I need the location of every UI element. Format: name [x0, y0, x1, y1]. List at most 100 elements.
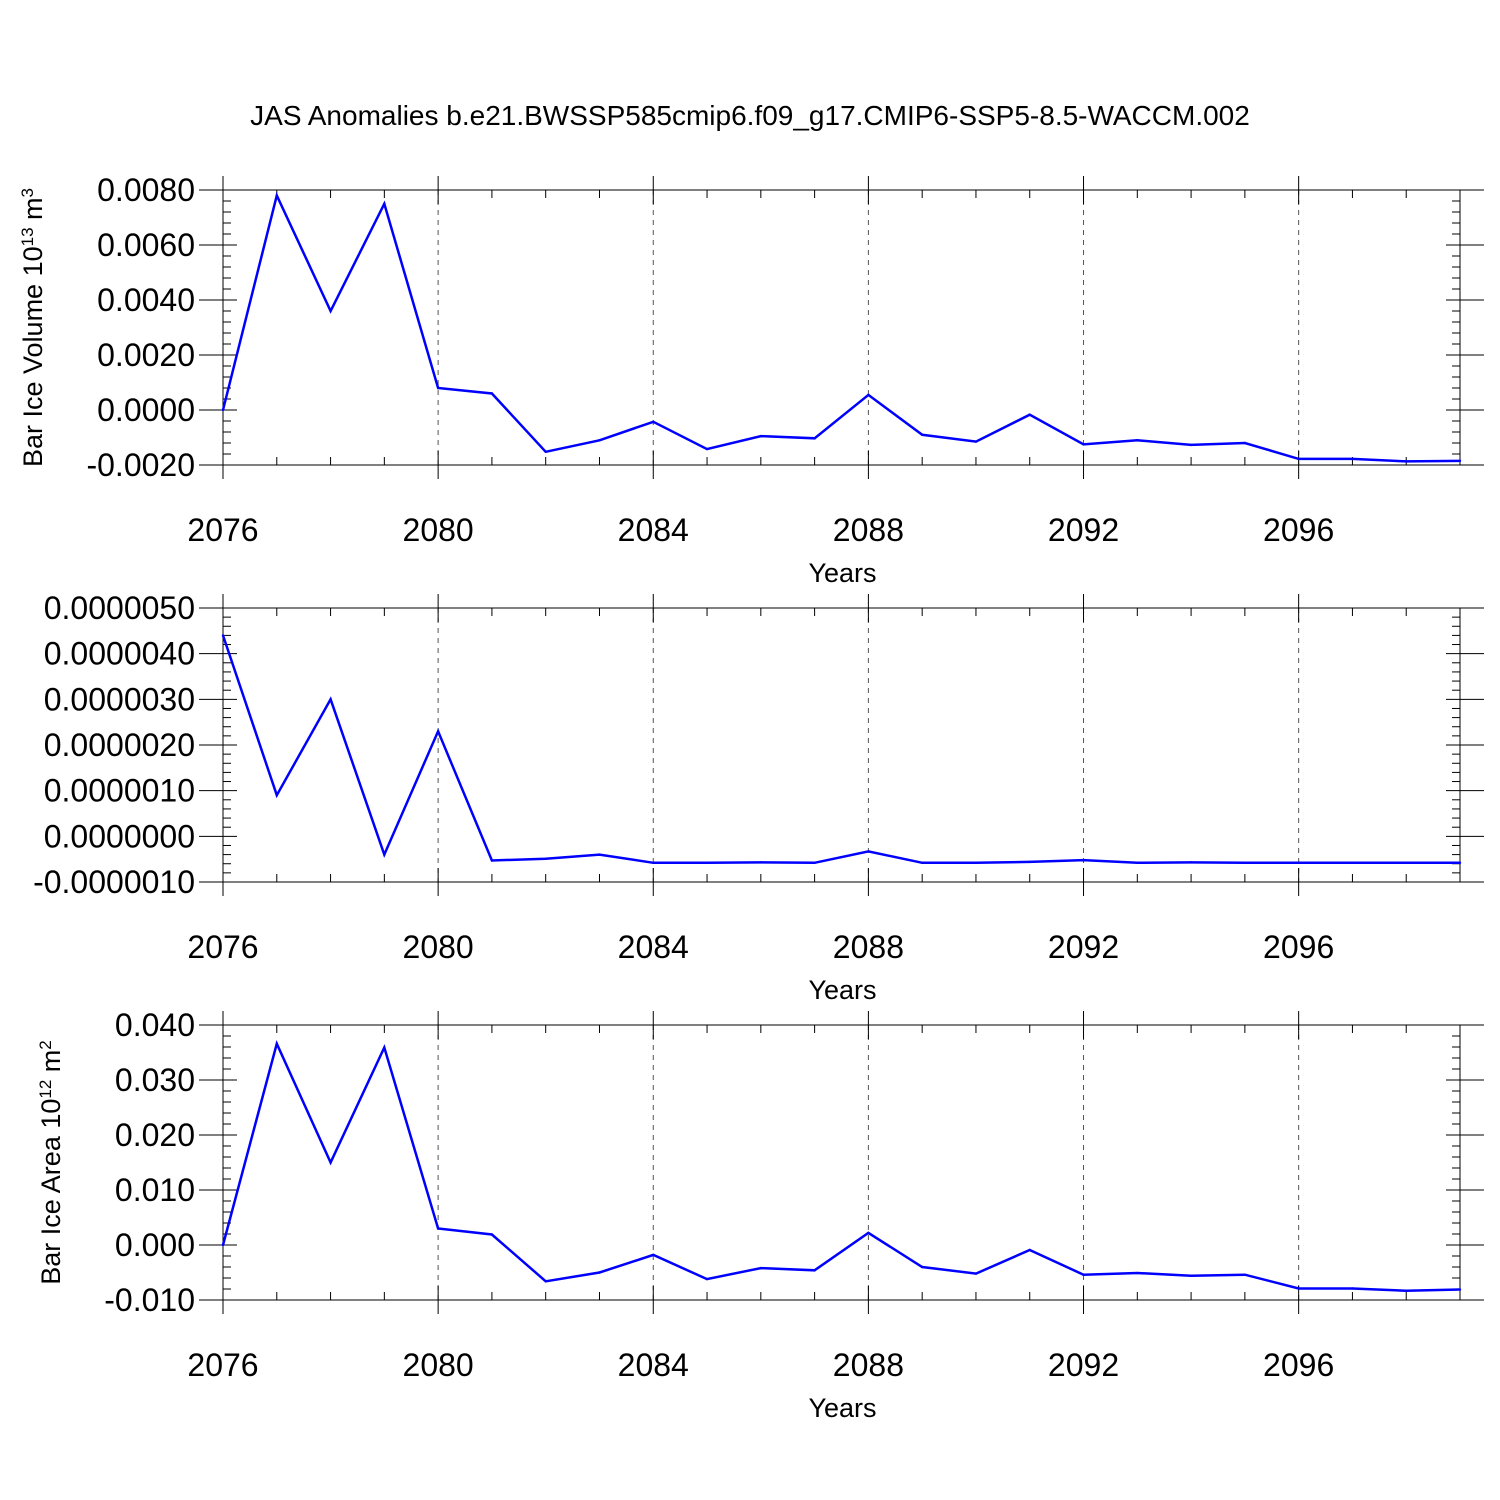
data-point	[383, 202, 386, 205]
x-tick-label: 2084	[618, 512, 689, 548]
x-tick-label: 2084	[618, 929, 689, 965]
data-point	[490, 859, 494, 862]
y-tick-label: 0.030	[115, 1062, 195, 1098]
data-point	[652, 1253, 655, 1257]
x-axis-title: Years	[808, 1393, 876, 1423]
data-point	[598, 1271, 601, 1274]
data-point	[1189, 443, 1193, 447]
x-tick-label: 2080	[403, 1347, 474, 1383]
x-tick-label: 2088	[833, 929, 904, 965]
data-point	[705, 861, 709, 865]
x-axis-title: Years	[808, 975, 876, 1005]
data-point	[759, 861, 763, 864]
data-point	[705, 1277, 709, 1281]
data-point	[1351, 1287, 1354, 1290]
y-axis-title-superscript: 3	[18, 188, 37, 197]
data-point	[867, 393, 870, 397]
y-tick-label: 0.0000040	[44, 636, 195, 672]
y-axis-title-text: Bar Ice Area 10	[36, 1099, 66, 1285]
data-point	[1405, 1289, 1408, 1292]
chart-panel-1: 2076 2080 2084 2088 2092 2096 -0.0020 0.0000 0.0…	[18, 172, 1484, 588]
x-tick-label: 2092	[1048, 512, 1119, 548]
data-point	[383, 1046, 386, 1049]
data-point	[1297, 861, 1300, 865]
x-tick-label: 2096	[1263, 512, 1334, 548]
data-point	[1297, 457, 1300, 461]
data-point	[920, 1265, 924, 1269]
data-point	[436, 386, 440, 390]
data-point	[920, 433, 924, 436]
data-point	[1243, 1273, 1247, 1276]
chart-panel-3: 2076 2080 2084 2088 2092 2096 -0.010 0.000 0.010…	[36, 1007, 1484, 1423]
x-tick-label: 2096	[1263, 929, 1334, 965]
data-point	[275, 794, 278, 797]
data-point	[1189, 861, 1193, 864]
x-tick-label: 2096	[1263, 1347, 1334, 1383]
y-tick-label: 0.0000050	[44, 590, 195, 626]
y-tick-label: 0.0000010	[44, 773, 195, 809]
y-tick-label: -0.0000010	[33, 864, 195, 900]
y-tick-label: 0.0000000	[44, 818, 195, 854]
series-line	[221, 1039, 1461, 1292]
figure-title: JAS Anomalies b.e21.BWSSP585cmip6.f09_g1…	[250, 100, 1250, 131]
data-point	[1082, 1273, 1085, 1276]
y-tick-label: 0.0040	[97, 282, 195, 318]
x-tick-label: 2080	[403, 512, 474, 548]
data-point	[652, 861, 655, 865]
x-tick-label: 2076	[187, 1347, 258, 1383]
plot-frame	[222, 607, 1461, 883]
data-point	[221, 1243, 225, 1247]
y-tick-label: -0.010	[104, 1282, 195, 1318]
y-axis-title-text: m	[18, 197, 48, 227]
data-point	[1297, 1287, 1300, 1290]
data-point	[1028, 413, 1031, 416]
y-tick-label: 0.000	[115, 1227, 195, 1263]
data-point	[598, 853, 601, 856]
data-point	[490, 1233, 494, 1236]
data-point	[759, 434, 763, 438]
data-point	[275, 1042, 278, 1045]
y-tick-label: 0.0000030	[44, 681, 195, 717]
data-point	[1351, 457, 1354, 461]
x-axis-title: Years	[808, 558, 876, 588]
data-point	[920, 861, 924, 865]
data-point	[436, 730, 440, 733]
data-point	[1458, 861, 1462, 865]
plot-frame	[222, 1024, 1461, 1301]
y-tick-label: 0.0060	[97, 227, 195, 263]
y-tick-label: 0.0000	[97, 392, 195, 428]
data-point	[652, 420, 655, 424]
data-point	[867, 1231, 870, 1235]
data-point	[974, 861, 978, 865]
x-tick-label: 2088	[833, 1347, 904, 1383]
y-axis-title: Bar Ice Area 1012 m2	[36, 1040, 67, 1285]
data-point	[759, 1266, 763, 1270]
data-point	[329, 698, 332, 701]
plot-frame	[222, 189, 1461, 466]
data-point	[544, 1280, 547, 1283]
data-point	[1351, 861, 1354, 865]
x-tick-label: 2084	[618, 1347, 689, 1383]
data-point	[1458, 1288, 1462, 1291]
chart-panel-2: 2076 2080 2084 2088 2092 2096 -0.0000010 0.0000…	[33, 590, 1484, 1005]
data-point	[221, 634, 225, 637]
data-point	[1405, 460, 1408, 463]
data-point	[383, 853, 386, 856]
data-point	[1028, 860, 1031, 864]
data-point	[974, 440, 978, 443]
data-point	[1082, 443, 1085, 446]
data-point	[1028, 1248, 1031, 1252]
data-point	[1189, 1274, 1193, 1278]
data-point	[1458, 459, 1462, 463]
y-axis-title-text: Bar Ice Volume 10	[18, 246, 48, 467]
data-point	[1136, 861, 1139, 865]
data-point	[544, 857, 547, 860]
series-line	[221, 191, 1461, 463]
y-axis-title-text: m	[36, 1050, 66, 1080]
y-tick-label: 0.0020	[97, 337, 195, 373]
x-tick-label: 2076	[187, 512, 258, 548]
y-tick-label: 0.040	[115, 1007, 195, 1043]
x-tick-label: 2088	[833, 512, 904, 548]
y-axis-title: Bar Ice Volume 1013 m3	[18, 188, 49, 467]
